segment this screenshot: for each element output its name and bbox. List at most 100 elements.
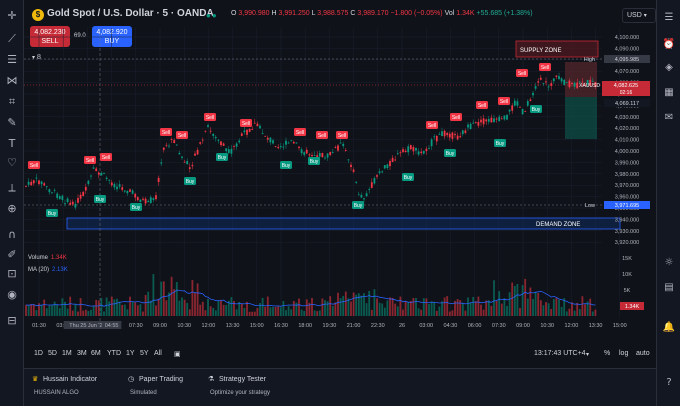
volume-bar <box>261 297 264 316</box>
candle-body <box>92 167 95 169</box>
volume-bar <box>441 301 443 316</box>
volume-bar <box>61 298 64 316</box>
volume-bar <box>45 308 48 316</box>
tf-6m[interactable]: 6M <box>91 350 101 357</box>
text-icon[interactable]: T <box>8 137 16 150</box>
sell-signal-label: Sell <box>178 133 186 139</box>
candle-body <box>217 139 220 141</box>
volume-bar <box>95 299 98 316</box>
trendline-icon[interactable]: ⟋ <box>8 32 16 45</box>
candles <box>25 72 597 210</box>
eye-icon[interactable]: ◉ <box>7 288 17 301</box>
volume-bar <box>251 311 254 316</box>
timezone-chevron-icon[interactable]: ▾ <box>586 351 590 358</box>
demand-zone <box>66 217 621 230</box>
volume-bar <box>350 301 352 316</box>
price-tick: 4,010.000 <box>615 138 639 144</box>
candle-body <box>97 172 100 175</box>
layers-icon[interactable]: ◈ <box>665 62 673 73</box>
symbol-title[interactable]: Gold Spot / U.S. Dollar · 5 · OANDA <box>47 8 214 19</box>
paper-trading-sub: Simulated <box>130 390 157 396</box>
news-icon[interactable]: ▤ <box>664 282 674 293</box>
price-badge <box>602 81 650 89</box>
candle-body <box>467 124 469 128</box>
sell-button[interactable]: 4,082.230 SELL <box>30 26 70 47</box>
lock-icon[interactable]: ⊡ <box>7 267 17 280</box>
watchlist-icon[interactable]: ☰ <box>664 12 674 23</box>
tf-all[interactable]: All <box>154 350 162 357</box>
volume-bar <box>357 293 360 316</box>
volume-bar <box>279 307 282 316</box>
tf-ytd[interactable]: YTD <box>107 350 121 357</box>
time-tick: 16:30 <box>274 323 288 329</box>
volume-bar <box>214 310 217 316</box>
calendar-icon[interactable]: ▦ <box>664 87 674 98</box>
volume-bar <box>344 291 347 316</box>
crosshair-time-badge <box>101 321 122 329</box>
notifications-icon[interactable]: 🔔 <box>662 322 676 333</box>
tf-1m[interactable]: 1M <box>62 350 72 357</box>
heart-icon[interactable]: ♡ <box>7 156 17 169</box>
candle-body <box>326 153 329 158</box>
candle-body <box>524 110 527 112</box>
paper-trading-tab[interactable]: ◷ Paper Trading <box>128 375 183 383</box>
volume-bar <box>162 281 165 316</box>
candle-body <box>519 106 521 108</box>
volume-bar <box>121 304 124 316</box>
chat-icon[interactable]: ✉ <box>664 112 674 123</box>
candle-body <box>45 186 48 188</box>
strategy-tester-tab[interactable]: ⚗ Strategy Tester <box>208 375 266 383</box>
auto-toggle[interactable]: auto <box>636 350 650 357</box>
brush-icon[interactable]: ✎ <box>7 116 17 129</box>
sell-signal <box>204 113 216 121</box>
high-label: High <box>584 57 595 63</box>
volume-bar <box>508 292 511 316</box>
clock[interactable]: 13:17:43 UTC+4 <box>534 350 586 357</box>
percent-toggle[interactable]: % <box>604 350 611 357</box>
zoom-icon[interactable]: ⊕ <box>7 202 17 215</box>
volume-bar <box>394 303 397 316</box>
volume-bar <box>456 299 459 316</box>
log-toggle[interactable]: log <box>619 350 629 357</box>
volume-bar <box>155 305 157 316</box>
magnet-icon[interactable]: ∩ <box>7 228 17 241</box>
buy-signal-label: Buy <box>404 175 413 181</box>
tf-5d[interactable]: 5D <box>48 350 57 357</box>
help-icon[interactable]: ? <box>666 377 672 388</box>
volume-bar <box>201 301 204 316</box>
volume-bar <box>464 310 467 316</box>
indicator-tab[interactable]: ♛ Hussain Indicator <box>32 375 98 383</box>
trash-icon[interactable]: ⊟ <box>7 314 17 327</box>
candle-body <box>131 190 134 194</box>
volume-bar <box>555 298 558 316</box>
candle-body <box>212 133 215 136</box>
ideas-icon[interactable]: ☼ <box>664 257 674 268</box>
measure-icon[interactable]: ⌗ <box>8 95 16 108</box>
ruler-icon[interactable]: ⟂ <box>8 181 16 194</box>
date-range-icon[interactable]: ▣ <box>174 350 181 358</box>
volume-bar <box>84 309 87 316</box>
buy-button[interactable]: 4,082.920 BUY <box>92 26 132 47</box>
volume-bar <box>71 310 74 316</box>
lock-drawings-icon[interactable]: ✐ <box>7 248 17 261</box>
candle-body <box>396 153 399 155</box>
candle-body <box>552 78 555 82</box>
price-tick: 3,980.000 <box>615 172 639 178</box>
candle-body <box>222 143 225 146</box>
candle-body <box>71 201 74 205</box>
tf-1y[interactable]: 1Y <box>126 350 135 357</box>
volume-bar <box>147 291 150 316</box>
currency-select[interactable]: USD ▾ <box>622 8 656 23</box>
sell-signal <box>316 131 328 139</box>
alerts-icon[interactable]: ⏰ <box>662 39 676 50</box>
volume-bar <box>420 309 423 316</box>
crosshair-icon[interactable]: ✛ <box>7 9 17 22</box>
volume-bar <box>25 304 27 316</box>
pattern-icon[interactable]: ⋈ <box>6 74 18 87</box>
fib-icon[interactable]: ☰ <box>7 53 17 66</box>
buy-signal-label: Buy <box>186 179 195 185</box>
tf-5y[interactable]: 5Y <box>140 350 149 357</box>
tf-1d[interactable]: 1D <box>34 350 43 357</box>
tf-3m[interactable]: 3M <box>77 350 87 357</box>
